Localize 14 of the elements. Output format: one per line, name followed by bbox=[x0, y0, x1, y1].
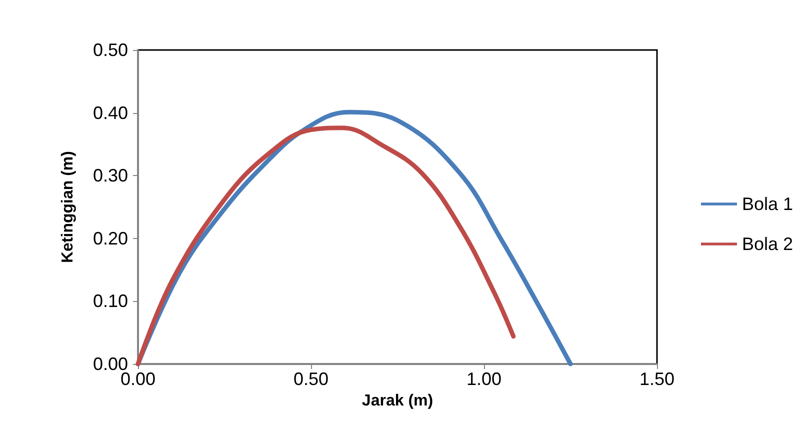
legend-label: Bola 2 bbox=[742, 234, 794, 254]
y-tick-label: 0.20 bbox=[92, 228, 128, 248]
y-tick-label: 0.50 bbox=[92, 40, 128, 60]
y-tick-label: 0.30 bbox=[92, 166, 128, 186]
y-tick-label: 0.10 bbox=[92, 291, 128, 312]
x-axis-title: Jarak (m) bbox=[362, 392, 434, 410]
x-tick-label: 0.00 bbox=[120, 369, 156, 389]
x-tick-label: 1.50 bbox=[639, 369, 675, 389]
y-axis-title: Ketinggian (m) bbox=[60, 151, 76, 263]
line-series bbox=[136, 126, 516, 366]
x-tick-label: 1.00 bbox=[466, 369, 502, 389]
x-tick-label: 0.50 bbox=[293, 369, 329, 389]
legend-label: Bola 1 bbox=[742, 194, 794, 214]
y-tick-label: 0.40 bbox=[92, 102, 128, 123]
